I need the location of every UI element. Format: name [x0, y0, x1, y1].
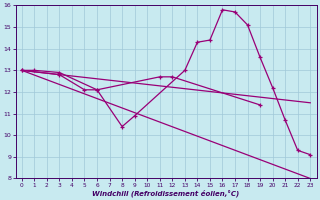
X-axis label: Windchill (Refroidissement éolien,°C): Windchill (Refroidissement éolien,°C) — [92, 189, 240, 197]
